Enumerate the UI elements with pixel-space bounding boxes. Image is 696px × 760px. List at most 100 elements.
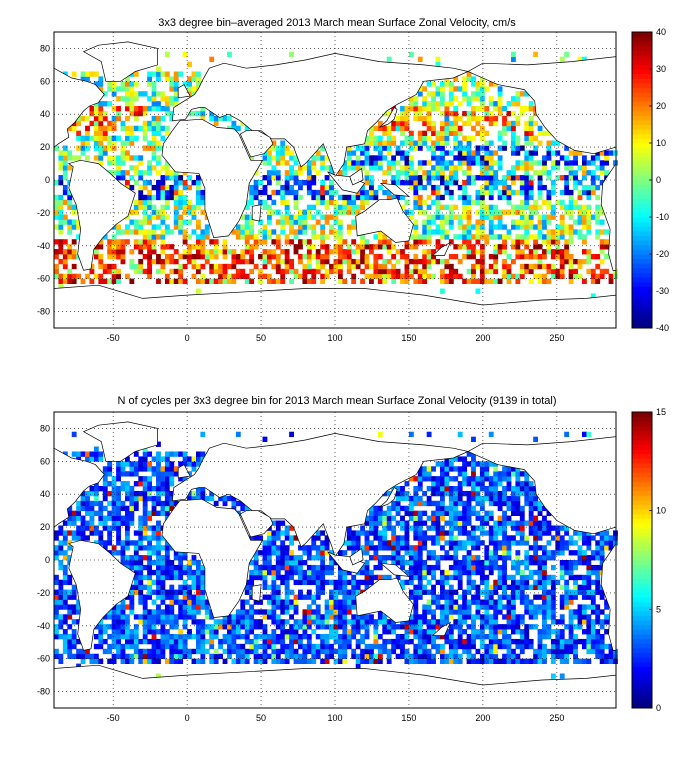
heatmap-cell xyxy=(373,638,379,645)
heatmap-cell xyxy=(160,268,166,275)
heatmap-cell xyxy=(89,653,95,660)
heatmap-cell xyxy=(444,599,450,605)
heatmap-cell xyxy=(151,569,157,576)
heatmap-cell xyxy=(453,648,459,655)
heatmap-cell xyxy=(573,258,578,265)
heatmap-cell xyxy=(169,584,175,590)
heatmap-cell xyxy=(93,120,99,127)
heatmap-cell xyxy=(604,545,610,551)
heatmap-cell xyxy=(324,214,330,220)
heatmap-cell xyxy=(435,525,441,531)
heatmap-cell xyxy=(417,634,423,640)
heatmap-cell xyxy=(169,96,175,102)
heatmap-cell xyxy=(422,540,428,546)
heatmap-cell xyxy=(160,634,166,640)
heatmap-cell xyxy=(80,490,86,497)
heatmap-cell xyxy=(400,106,405,112)
heatmap-cell xyxy=(546,199,552,206)
land-outline xyxy=(355,197,414,243)
heatmap-cell xyxy=(493,234,499,240)
heatmap-cell xyxy=(408,495,414,502)
heatmap-cell xyxy=(497,555,503,561)
heatmap-cell xyxy=(156,91,161,97)
heatmap-cell xyxy=(280,199,286,206)
heatmap-cell xyxy=(164,569,170,576)
heatmap-cell xyxy=(102,115,108,122)
heatmap-cell xyxy=(182,194,188,201)
heatmap-cell xyxy=(364,515,370,521)
heatmap-cell xyxy=(151,505,157,512)
heatmap-cell xyxy=(355,155,361,161)
heatmap-cell xyxy=(422,273,428,280)
heatmap-cell xyxy=(581,574,587,581)
heatmap-cell xyxy=(333,614,339,620)
heatmap-cell xyxy=(76,530,82,536)
heatmap-cell xyxy=(333,634,339,640)
heatmap-cell xyxy=(471,643,476,650)
heatmap-cell xyxy=(577,165,583,171)
heatmap-cell xyxy=(360,254,365,260)
heatmap-cell xyxy=(417,110,423,117)
heatmap-cell xyxy=(479,658,485,664)
heatmap-cell xyxy=(289,224,294,230)
heatmap-cell xyxy=(497,520,503,526)
heatmap-cell xyxy=(550,658,556,664)
heatmap-cell xyxy=(138,653,144,660)
heatmap-cell xyxy=(417,550,423,556)
heatmap-cell xyxy=(342,204,348,210)
heatmap-cell xyxy=(120,614,126,620)
heatmap-cell xyxy=(200,495,206,502)
heatmap-cell xyxy=(408,638,414,645)
heatmap-cell xyxy=(151,209,157,215)
heatmap-cell xyxy=(510,609,516,615)
heatmap-cell xyxy=(275,244,281,250)
heatmap-cell xyxy=(466,614,472,620)
heatmap-cell xyxy=(475,229,481,235)
heatmap-cell xyxy=(178,214,184,220)
heatmap-cell xyxy=(484,214,490,220)
heatmap-cell xyxy=(298,638,303,645)
heatmap-cell xyxy=(222,115,228,122)
heatmap-cell xyxy=(559,268,565,275)
heatmap-cell xyxy=(240,634,246,640)
heatmap-cell xyxy=(550,234,556,240)
heatmap-cell xyxy=(528,609,534,615)
heatmap-cell xyxy=(550,574,556,581)
colorbar-segment xyxy=(632,286,652,292)
heatmap-cell xyxy=(506,268,512,275)
heatmap-cell xyxy=(546,599,552,605)
heatmap-cell xyxy=(524,224,530,230)
heatmap-cell xyxy=(160,234,166,240)
heatmap-cell xyxy=(573,550,578,556)
heatmap-cell xyxy=(604,535,610,541)
heatmap-cell xyxy=(391,540,397,546)
heatmap-cell xyxy=(107,263,113,270)
heatmap-cell xyxy=(266,638,272,645)
heatmap-cell xyxy=(133,199,139,206)
heatmap-cell xyxy=(351,209,357,215)
heatmap-cell xyxy=(519,254,525,260)
heatmap-cell xyxy=(320,638,326,645)
heatmap-cell xyxy=(253,638,259,645)
heatmap-cell xyxy=(479,560,485,566)
heatmap-cell xyxy=(142,194,148,201)
heatmap-cell xyxy=(493,209,499,215)
heatmap-cell xyxy=(164,189,170,196)
heatmap-cell xyxy=(351,249,357,255)
heatmap-cell xyxy=(315,579,321,586)
heatmap-cell xyxy=(204,638,210,645)
heatmap-cell xyxy=(497,160,503,166)
heatmap-cell xyxy=(62,199,68,206)
heatmap-cell xyxy=(537,500,543,507)
heatmap-cell xyxy=(346,229,352,235)
heatmap-cell xyxy=(187,560,192,566)
heatmap-cell xyxy=(138,263,144,270)
heatmap-cell xyxy=(417,643,423,650)
heatmap-cell xyxy=(156,145,161,151)
heatmap-cell xyxy=(298,555,303,561)
heatmap-cell xyxy=(271,634,277,640)
heatmap-cell xyxy=(581,619,587,625)
heatmap-cell xyxy=(581,614,587,620)
cycles-panel-title: N of cycles per 3x3 degree bin for 2013 … xyxy=(117,395,556,407)
heatmap-cell xyxy=(311,234,317,240)
